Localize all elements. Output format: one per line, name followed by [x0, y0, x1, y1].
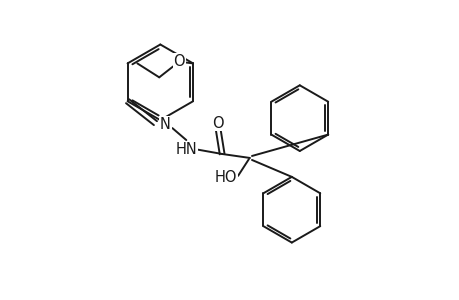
Text: HN: HN [175, 142, 197, 158]
Text: HO: HO [214, 170, 237, 185]
Text: N: N [160, 117, 170, 132]
Text: O: O [212, 116, 224, 130]
Text: O: O [173, 54, 185, 69]
